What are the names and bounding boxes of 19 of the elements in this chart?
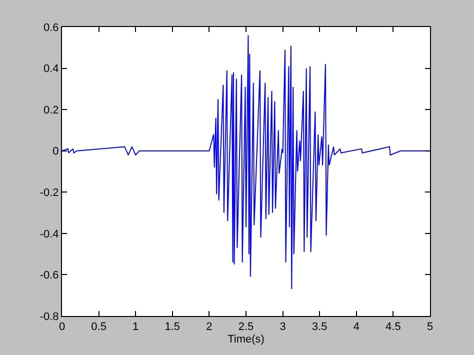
- y-tick-label: -0.4: [40, 228, 59, 240]
- x-tick-label: 3.5: [312, 321, 328, 334]
- x-axis-title: Time(s): [228, 333, 264, 346]
- x-tick-label: 1: [132, 321, 139, 334]
- x-tick-label: 2.5: [238, 321, 254, 334]
- x-tick-label: 0.5: [91, 321, 106, 334]
- y-tick-label: -0.8: [40, 310, 59, 323]
- x-tick-label: 1.5: [164, 321, 180, 334]
- y-tick-label: 0: [52, 146, 59, 158]
- x-tick-label: 3: [280, 321, 286, 334]
- x-tick-label: 4: [353, 321, 360, 334]
- y-tick-label: 0.6: [44, 22, 59, 34]
- x-tick-label: 4.5: [386, 321, 401, 334]
- y-tick-label: -0.2: [40, 186, 59, 199]
- y-tick-label: 0.4: [44, 63, 59, 76]
- y-tick-label: 0.2: [44, 104, 59, 116]
- y-tick-label: -0.6: [40, 270, 59, 282]
- x-tick-label: 5: [426, 321, 434, 334]
- x-tick-label: 2: [206, 321, 212, 334]
